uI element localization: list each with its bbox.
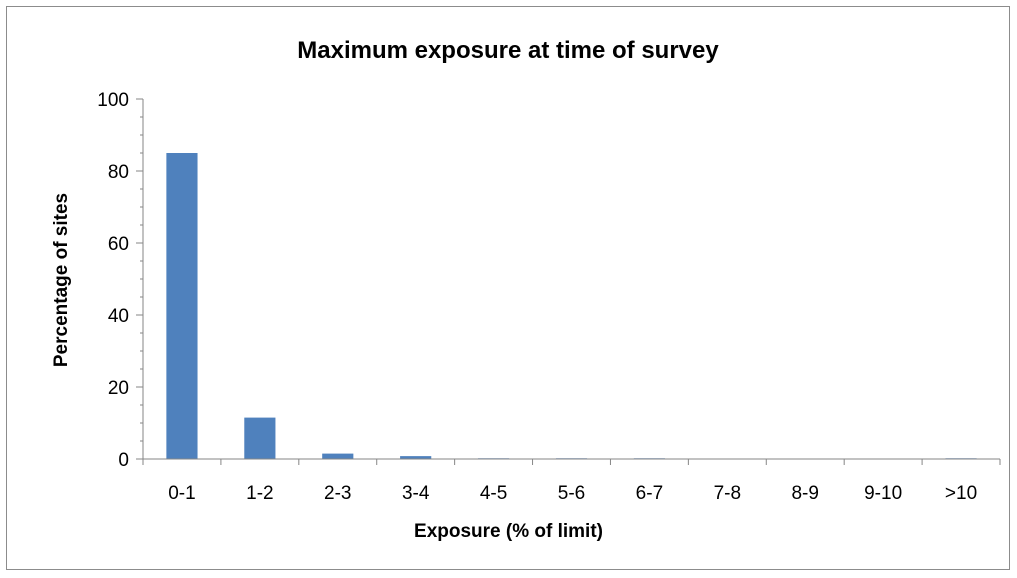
chart-title: Maximum exposure at time of survey [297, 37, 719, 64]
bar-2-3 [322, 453, 354, 459]
x-tick-label: 9-10 [864, 483, 902, 504]
x-tick-label: 2-3 [324, 483, 351, 504]
x-tick-label: >10 [945, 483, 977, 504]
x-axis-title: Exposure (% of limit) [414, 521, 603, 542]
x-tick-label: 5-6 [558, 483, 585, 504]
y-tick-label: 100 [97, 90, 129, 111]
y-tick-label: 60 [108, 234, 129, 255]
bar-3-4 [400, 456, 432, 459]
x-tick-label: 0-1 [168, 483, 195, 504]
x-tick-label: 7-8 [714, 483, 741, 504]
x-tick-label: 6-7 [636, 483, 663, 504]
bar-1-2 [244, 417, 276, 459]
y-tick-label: 0 [118, 450, 129, 471]
y-tick-label: 80 [108, 162, 129, 183]
y-tick-label: 40 [108, 306, 129, 327]
x-tick-label: 8-9 [791, 483, 818, 504]
x-tick-label: 3-4 [402, 483, 430, 504]
x-tick-label: 1-2 [246, 483, 273, 504]
x-tick-label: 4-5 [480, 483, 507, 504]
bar-0-1 [166, 153, 198, 459]
y-tick-label: 20 [108, 378, 129, 399]
